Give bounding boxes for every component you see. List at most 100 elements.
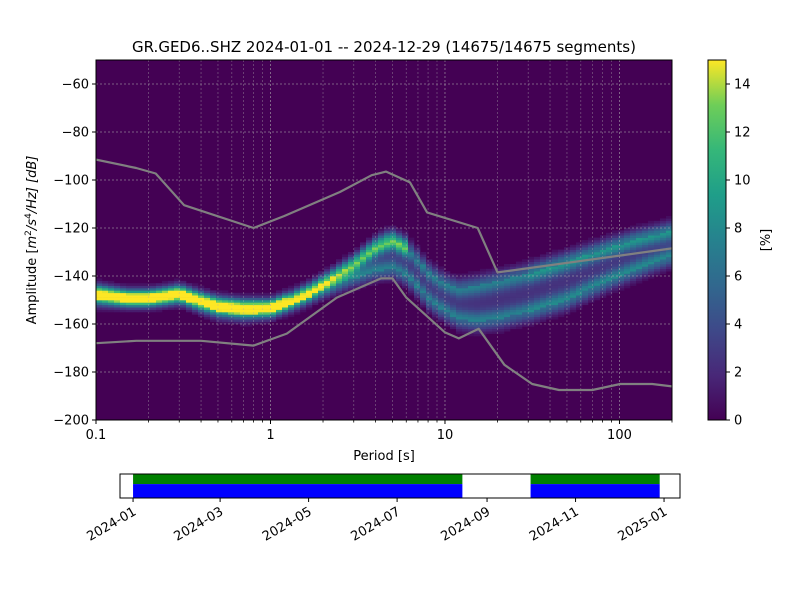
heatmap-cell	[594, 252, 601, 255]
heatmap-cell	[594, 273, 601, 277]
heatmap-cell	[198, 300, 205, 303]
heatmap-cell	[504, 278, 511, 282]
heatmap-cell	[312, 297, 319, 301]
heatmap-cell	[498, 304, 505, 308]
heatmap-cell	[204, 316, 211, 320]
colorbar-tick-label: 0	[734, 414, 742, 429]
heatmap-cell	[432, 280, 439, 284]
heatmap-cell	[450, 300, 457, 303]
heatmap-cell	[552, 256, 559, 260]
heatmap-cell	[546, 304, 553, 308]
heatmap-cell	[582, 271, 589, 274]
heatmap-cell	[612, 247, 619, 250]
heatmap-cell	[528, 264, 535, 267]
heatmap-cell	[648, 271, 655, 274]
heatmap-cell	[396, 249, 403, 253]
heatmap-cell	[372, 249, 379, 253]
heatmap-cell	[204, 304, 211, 308]
heatmap-cell	[186, 285, 193, 289]
heatmap-cell	[618, 273, 625, 277]
heatmap-cell	[666, 235, 672, 238]
heatmap-cell	[474, 309, 481, 313]
heatmap-cell	[414, 280, 421, 284]
heatmap-cell	[606, 264, 613, 267]
heatmap-cell	[156, 307, 163, 310]
heatmap-cell	[132, 295, 139, 298]
heatmap-cell	[534, 283, 541, 286]
heatmap-cell	[396, 235, 403, 238]
heatmap-cell	[576, 297, 583, 301]
heatmap-cell	[390, 252, 397, 255]
heatmap-cell	[120, 295, 127, 298]
heatmap-cell	[594, 297, 601, 301]
heatmap-cell	[522, 285, 529, 289]
heatmap-cell	[168, 307, 175, 310]
heatmap-cell	[516, 285, 523, 289]
heatmap-cell	[654, 240, 661, 243]
heatmap-cell	[372, 256, 379, 260]
heatmap-cell	[498, 300, 505, 303]
heatmap-cell	[582, 278, 589, 282]
heatmap-cell	[426, 266, 433, 270]
heatmap-cell	[474, 278, 481, 282]
heatmap-cell	[444, 312, 451, 315]
heatmap-cell	[516, 319, 523, 322]
heatmap-cell	[138, 288, 145, 291]
heatmap-cell	[618, 278, 625, 282]
heatmap-cell	[270, 292, 277, 296]
heatmap-cell	[390, 242, 397, 246]
heatmap-cell	[474, 326, 481, 330]
heatmap-cell	[414, 295, 421, 298]
heatmap-cell	[654, 230, 661, 234]
heatmap-cell	[402, 254, 409, 258]
heatmap-cell	[204, 307, 211, 310]
heatmap-cell	[636, 249, 643, 253]
heatmap-cell	[510, 271, 517, 274]
heatmap-cell	[426, 309, 433, 313]
heatmap-cell	[378, 244, 385, 248]
heatmap-cell	[156, 309, 163, 313]
heatmap-cell	[540, 268, 547, 272]
heatmap-cell	[498, 266, 505, 270]
heatmap-cell	[360, 244, 367, 248]
heatmap-cell	[138, 283, 145, 286]
heatmap-cell	[264, 297, 271, 301]
heatmap-cell	[516, 312, 523, 315]
heatmap-cell	[618, 280, 625, 284]
heatmap-cell	[174, 290, 181, 294]
heatmap-cell	[552, 278, 559, 282]
heatmap-cell	[486, 280, 493, 284]
heatmap-cell	[498, 285, 505, 289]
heatmap-cell	[384, 268, 391, 272]
heatmap-cell	[336, 285, 343, 289]
heatmap-cell	[468, 316, 475, 320]
heatmap-cell	[432, 261, 439, 265]
heatmap-cell	[438, 271, 445, 274]
heatmap-cell	[594, 276, 601, 279]
heatmap-cell	[582, 292, 589, 296]
heatmap-cell	[642, 266, 649, 270]
heatmap-cell	[492, 276, 499, 279]
heatmap-cell	[594, 290, 601, 294]
heatmap-cell	[636, 244, 643, 248]
heatmap-cell	[570, 252, 577, 255]
heatmap-cell	[426, 259, 433, 262]
heatmap-cell	[420, 254, 427, 258]
heatmap-cell	[624, 280, 631, 284]
heatmap-cell	[642, 254, 649, 258]
heatmap-cell	[360, 264, 367, 267]
heatmap-cell	[474, 307, 481, 310]
heatmap-cell	[384, 225, 391, 229]
heatmap-cell	[612, 280, 619, 284]
heatmap-cell	[426, 292, 433, 296]
heatmap-cell	[276, 300, 283, 303]
heatmap-cell	[354, 285, 361, 289]
heatmap-cell	[318, 278, 325, 282]
heatmap-cell	[564, 276, 571, 279]
heatmap-cell	[138, 302, 145, 306]
heatmap-cell	[576, 300, 583, 303]
heatmap-cell	[504, 309, 511, 313]
heatmap-cell	[240, 300, 247, 303]
heatmap-cell	[420, 295, 427, 298]
heatmap-cell	[342, 268, 349, 272]
